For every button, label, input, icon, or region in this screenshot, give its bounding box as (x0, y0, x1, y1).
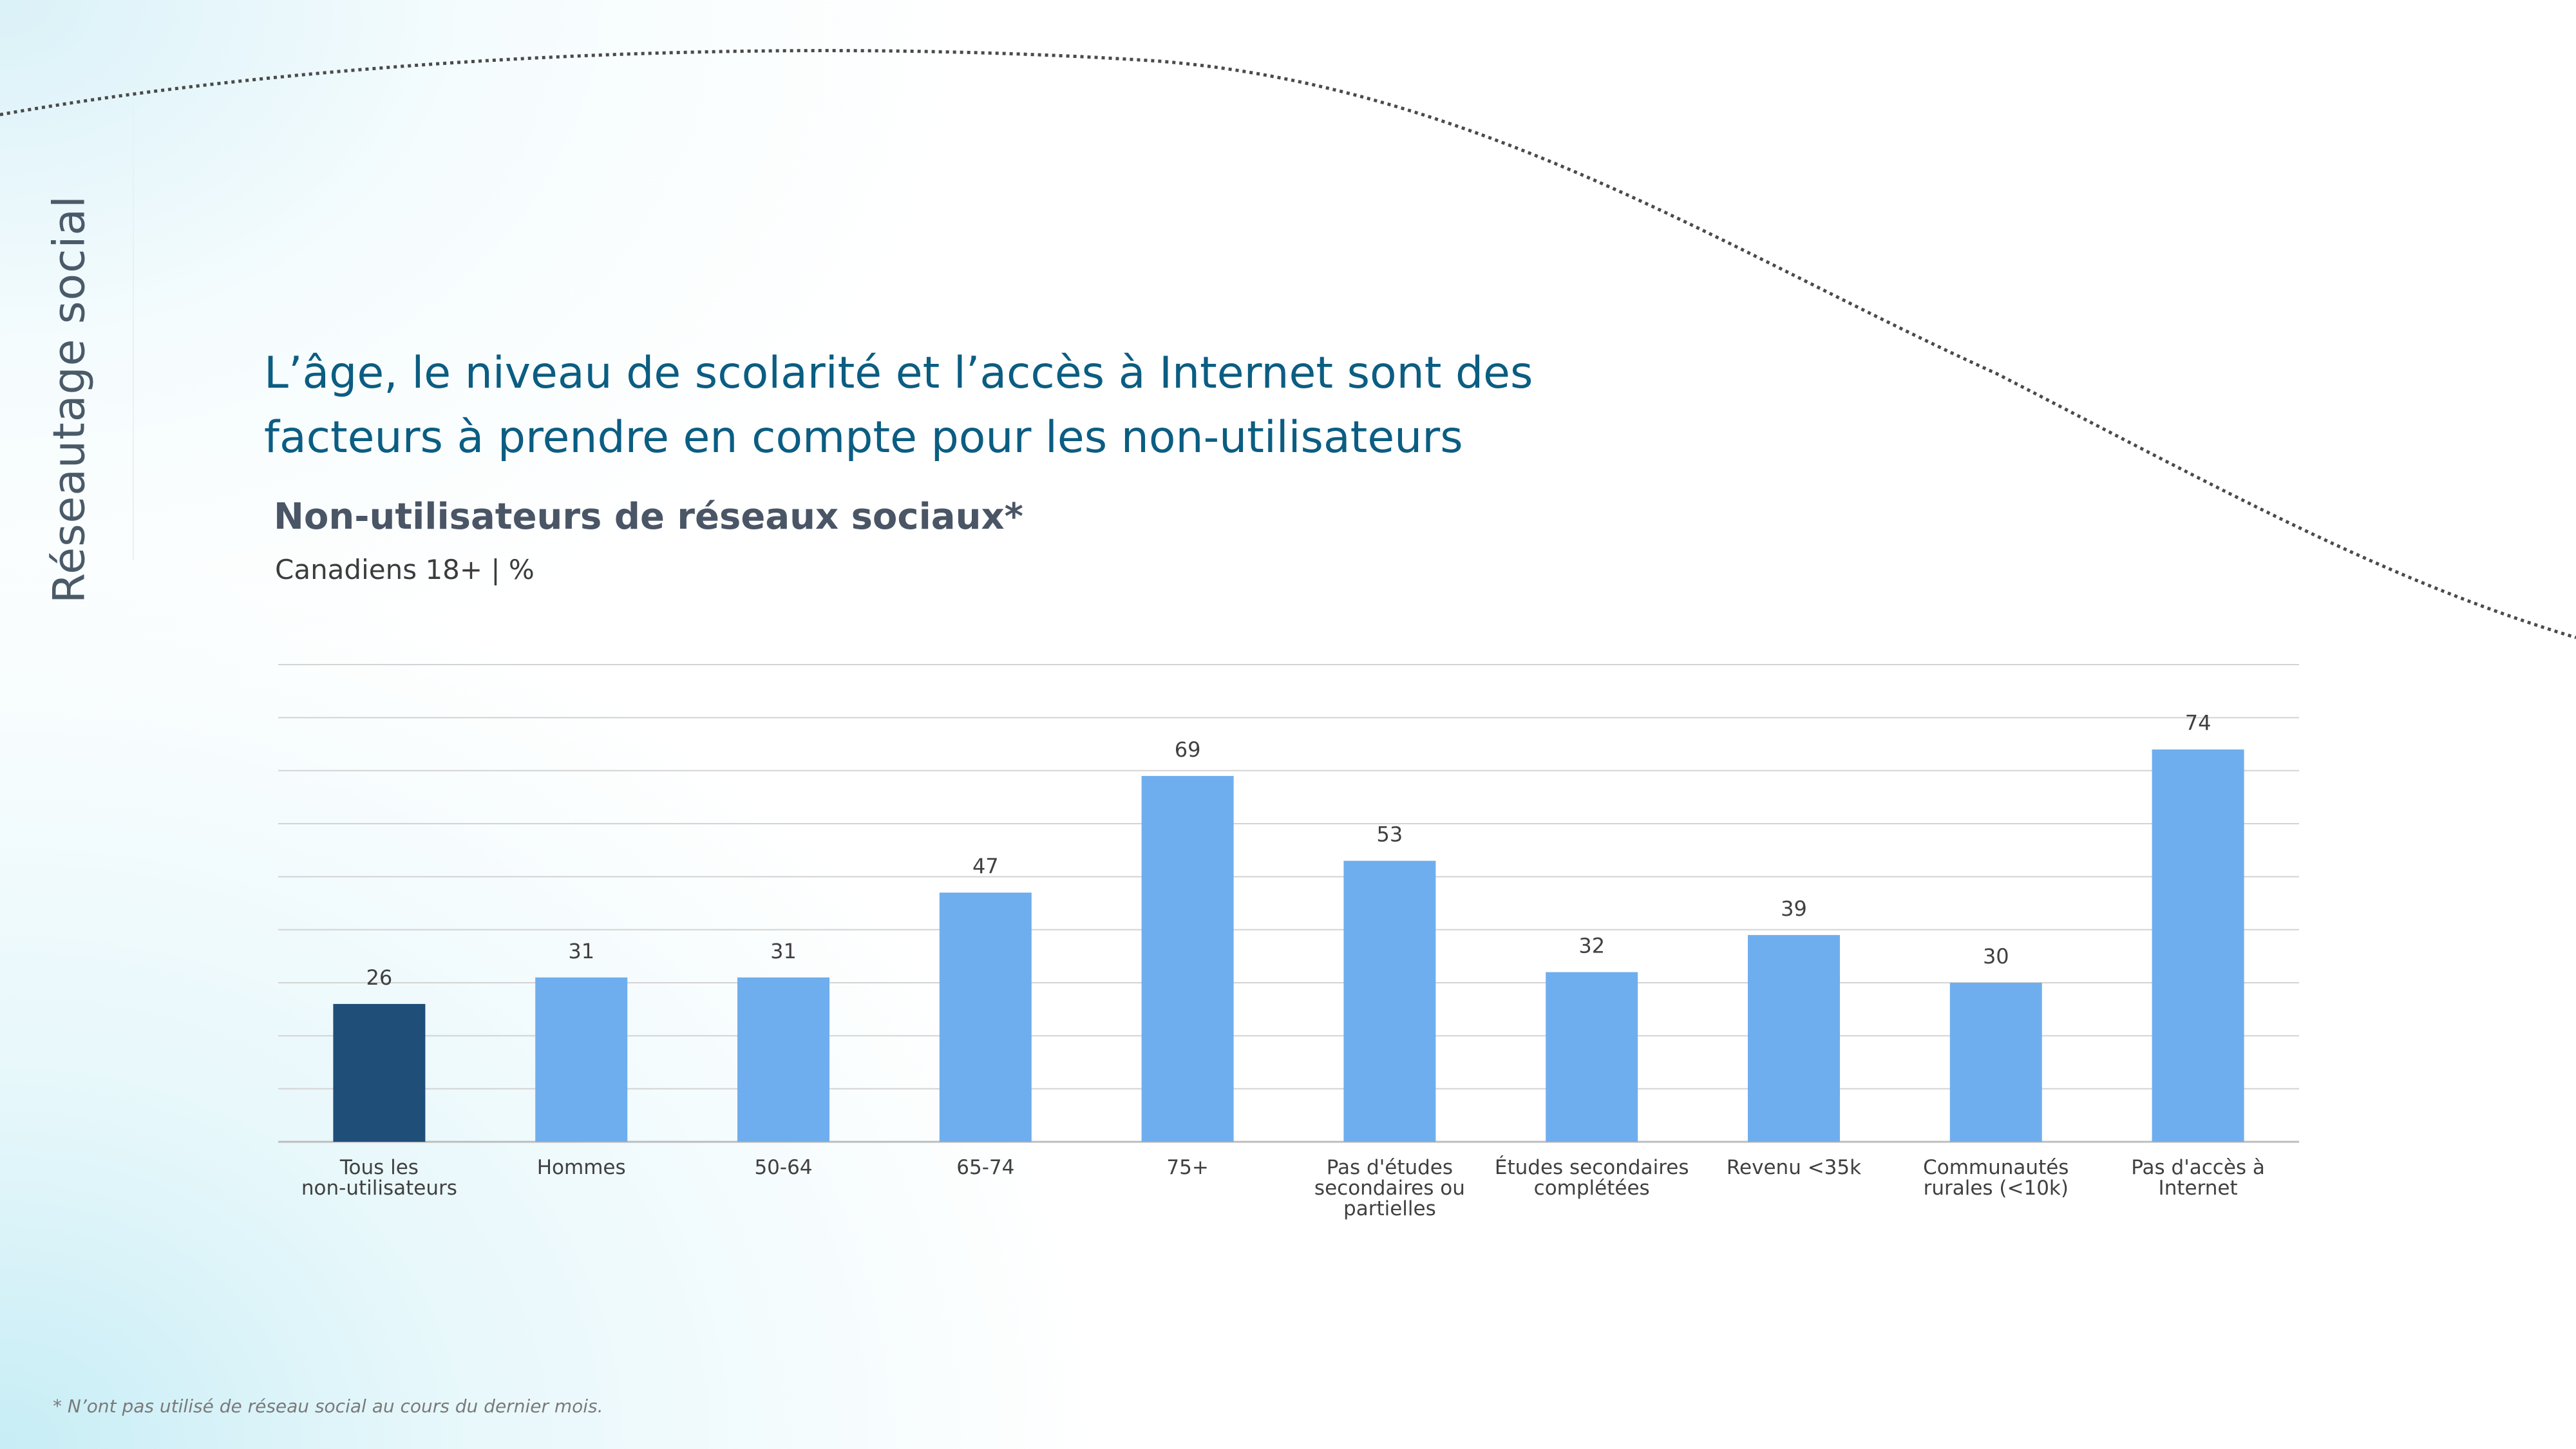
category-label-line: complétées (1534, 1177, 1650, 1200)
category-label-2: 50-64 (754, 1156, 812, 1179)
headline-line-2: facteurs à prendre en compte pour les no… (264, 412, 1463, 463)
category-label-line: Communautés (1923, 1156, 2069, 1179)
category-label-5: Pas d'études secondaires ou partielles (1314, 1156, 1465, 1220)
bar-4 (1141, 775, 1234, 1142)
bar-1 (535, 977, 628, 1142)
data-label-7: 39 (1781, 896, 1807, 921)
bar-0 (333, 1003, 426, 1142)
category-label-line: 75+ (1166, 1156, 1208, 1179)
data-label-8: 30 (1983, 944, 2009, 969)
bar-5 (1343, 860, 1436, 1142)
category-label-6: Études secondaires complétées (1495, 1156, 1689, 1200)
data-label-4: 69 (1175, 737, 1201, 762)
category-label-line: Internet (2159, 1177, 2238, 1200)
chart-title: Non-utilisateurs de réseaux sociaux* (274, 496, 1023, 538)
category-label-1: Hommes (537, 1156, 626, 1179)
bar-8 (1949, 983, 2042, 1142)
bar-7 (1748, 934, 1840, 1142)
category-label-line: Tous les (339, 1156, 419, 1179)
footnote: * N’ont pas utilisé de réseau social au … (53, 1396, 603, 1417)
category-label-line: non-utilisateurs (301, 1177, 457, 1200)
category-label-line: Pas d'études (1327, 1156, 1453, 1179)
category-label-line: Hommes (537, 1156, 626, 1179)
chart-subtitle: Canadiens 18+ | % (275, 554, 535, 585)
bar-3 (939, 893, 1032, 1142)
data-label-9: 74 (2185, 711, 2211, 735)
category-label-4: 75+ (1166, 1156, 1208, 1179)
data-label-1: 31 (568, 939, 594, 963)
category-label-9: Pas d'accès à Internet (2131, 1156, 2265, 1200)
category-label-8: Communautés rurales (<10k) (1923, 1156, 2069, 1200)
data-label-3: 47 (972, 854, 999, 878)
sidebar-divider (133, 97, 134, 560)
category-label-line: rurales (<10k) (1924, 1177, 2069, 1200)
category-label-line: Pas d'accès à (2131, 1156, 2265, 1179)
headline-line-1: L’âge, le niveau de scolarité et l’accès… (264, 348, 1533, 399)
category-label-line: 65-74 (956, 1156, 1014, 1179)
data-label-0: 26 (366, 965, 393, 990)
bar-9 (2152, 749, 2244, 1142)
data-label-5: 53 (1377, 822, 1403, 847)
category-label-3: 65-74 (956, 1156, 1014, 1179)
category-label-0: Tous les non-utilisateurs (301, 1156, 457, 1200)
bar-6 (1546, 972, 1638, 1142)
slide-headline: L’âge, le niveau de scolarité et l’accès… (264, 341, 1616, 470)
category-label-line: 50-64 (754, 1156, 812, 1179)
category-label-7: Revenu <35k (1727, 1156, 1861, 1179)
category-label-line: Revenu <35k (1727, 1156, 1861, 1179)
data-label-2: 31 (770, 939, 797, 963)
category-label-line: partielles (1343, 1197, 1436, 1220)
bar-2 (737, 977, 829, 1142)
category-label-line: Études secondaires (1495, 1156, 1689, 1179)
data-label-6: 32 (1578, 934, 1605, 958)
category-label-line: secondaires ou (1314, 1177, 1465, 1200)
